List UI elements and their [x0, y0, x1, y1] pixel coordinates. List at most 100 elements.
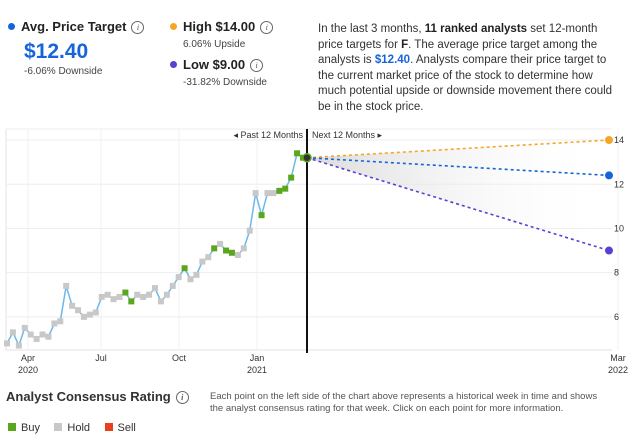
avg-target-block: Avg. Price Target i $12.40 -6.06% Downsid…: [8, 18, 145, 77]
rating-point-hold: [45, 333, 52, 340]
rating-point-hold: [4, 340, 10, 347]
info-icon[interactable]: i: [131, 21, 145, 34]
rating-point-hold: [252, 190, 259, 197]
rating-point-hold: [152, 285, 158, 292]
y-tick-label: 8: [614, 268, 619, 278]
desc-ticker: F: [401, 38, 409, 51]
y-tick-label: 14: [614, 135, 624, 145]
rating-point-hold: [163, 291, 170, 298]
info-icon[interactable]: i: [175, 391, 189, 404]
rating-legend: Buy Hold Sell: [8, 418, 146, 436]
consensus-title-text: Analyst Consensus Rating: [6, 389, 171, 404]
sell-swatch: [104, 423, 113, 431]
rating-point-hold: [39, 331, 46, 338]
rating-point-hold: [51, 320, 58, 327]
low-dot: [170, 61, 177, 68]
rating-point-hold: [199, 258, 206, 265]
rating-point-hold: [234, 251, 241, 258]
rating-point-hold: [240, 245, 247, 252]
rating-point-hold: [157, 298, 164, 305]
analyst-description: In the last 3 months, 11 ranked analysts…: [318, 22, 623, 115]
rating-point-hold: [21, 324, 28, 331]
buy-swatch: [8, 423, 16, 431]
rating-point-buy: [211, 245, 218, 252]
past-12-months-label: ◂ Past 12 Months: [233, 130, 303, 140]
x-tick-year: 2021: [247, 365, 267, 375]
rating-point-buy: [128, 298, 135, 305]
legend-buy: Buy: [8, 422, 40, 434]
avg-label: Avg. Price Target: [21, 19, 127, 34]
rating-point-hold: [140, 293, 147, 300]
info-icon[interactable]: i: [250, 59, 264, 72]
desc-text: . The average price target among the ana…: [318, 38, 598, 67]
forecast-range-area: [307, 140, 609, 251]
rating-point-hold: [75, 307, 82, 314]
rating-point-hold: [193, 271, 200, 278]
rating-point-hold: [134, 291, 141, 298]
rating-point-hold: [104, 291, 111, 298]
rating-point-buy: [282, 185, 289, 192]
rating-point-hold: [80, 313, 87, 320]
low-label: Low $9.00: [183, 57, 246, 72]
rating-point-buy: [122, 289, 129, 296]
rating-point-hold: [9, 329, 16, 336]
rating-point-buy: [288, 174, 295, 181]
low-target-point: [605, 246, 613, 255]
info-icon[interactable]: i: [260, 21, 274, 34]
rating-point-hold: [57, 318, 64, 325]
high-upside: 6.06% Upside: [183, 39, 246, 50]
avg-downside: -6.06% Downside: [24, 66, 103, 77]
legend-sell-label: Sell: [117, 422, 136, 434]
rating-point-buy: [228, 249, 235, 256]
desc-analyst-count: 11 ranked analysts: [424, 23, 528, 35]
rating-point-hold: [270, 190, 277, 197]
desc-avg-value: $12.40: [374, 54, 411, 66]
rating-point-buy: [294, 150, 301, 157]
rating-point-hold: [175, 274, 182, 281]
high-dot: [170, 23, 177, 30]
rating-point-hold: [264, 190, 271, 197]
avg-dot: [8, 23, 15, 30]
rating-point-hold: [86, 311, 93, 318]
next-12-months-label: Next 12 Months ▸: [312, 130, 383, 140]
low-target-line: [306, 156, 610, 252]
rating-point-hold: [110, 296, 117, 303]
current-price-point: [302, 152, 312, 163]
rating-point-hold: [33, 335, 40, 342]
rating-point-hold: [63, 282, 70, 289]
desc-text: set 12-month price targets for: [318, 23, 598, 51]
high-target-line: [306, 139, 610, 159]
low-downside: -31.82% Downside: [183, 77, 267, 88]
desc-text: In the last 3 months,: [318, 23, 425, 35]
legend-sell: Sell: [104, 422, 136, 434]
x-tick-year: 2020: [18, 365, 38, 375]
high-target-point: [605, 136, 613, 145]
low-target-block: Low $9.00 i -31.82% Downside: [170, 56, 267, 88]
rating-point-hold: [69, 302, 76, 309]
avg-price-value: $12.40: [24, 40, 89, 63]
consensus-rating-title: Analyst Consensus Rating i: [6, 389, 189, 404]
rating-point-hold: [217, 240, 224, 247]
y-tick-label: 6: [614, 312, 619, 322]
y-tick-label: 10: [614, 223, 624, 233]
high-label: High $14.00: [183, 19, 256, 34]
rating-point-hold: [98, 293, 105, 300]
rating-point-buy: [223, 247, 230, 254]
rating-point-hold: [205, 254, 212, 261]
rating-point-buy: [276, 187, 283, 194]
rating-point-buy: [258, 212, 265, 219]
legend-hold-label: Hold: [67, 422, 91, 434]
rating-point-hold: [169, 282, 176, 289]
x-tick-label: Jan: [250, 353, 265, 363]
avg-target-point: [605, 171, 613, 180]
rating-point-buy: [181, 265, 188, 272]
x-tick-label: Jul: [95, 353, 107, 363]
x-tick-year: 2022: [608, 365, 628, 375]
avg-target-line: [306, 156, 610, 177]
legend-hold: Hold: [54, 422, 90, 434]
hold-swatch: [54, 423, 63, 431]
rating-point-hold: [246, 227, 253, 234]
desc-text: . Analysts compare their price target to…: [318, 54, 613, 113]
x-tick-label: Oct: [172, 353, 187, 363]
